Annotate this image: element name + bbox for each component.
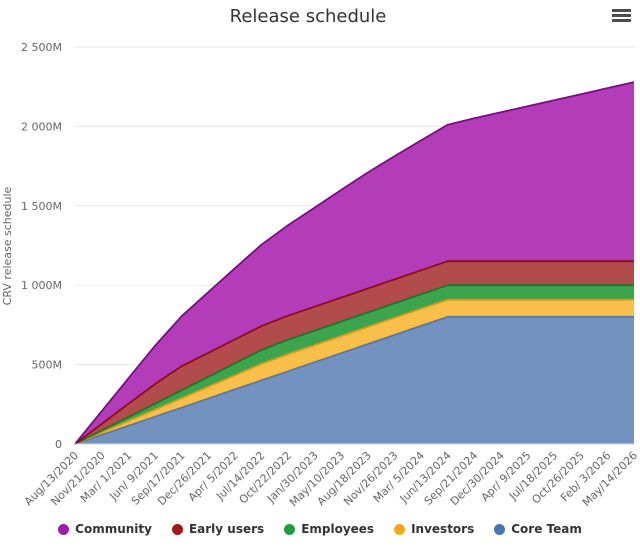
line-community bbox=[74, 81, 635, 445]
hamburger-icon bbox=[612, 9, 631, 22]
legend-item-investors[interactable]: Investors bbox=[394, 522, 474, 536]
legend-label: Community bbox=[75, 522, 152, 536]
y-tick-label: 500M bbox=[32, 359, 63, 372]
chart-menu-button[interactable] bbox=[608, 5, 635, 26]
y-tick-label: 0 bbox=[55, 438, 62, 451]
y-tick-label: 2 500M bbox=[21, 41, 62, 54]
legend-item-core-team[interactable]: Core Team bbox=[494, 522, 582, 536]
core-team-series-marker-icon bbox=[494, 523, 506, 535]
series-areas bbox=[75, 82, 634, 444]
legend-label: Investors bbox=[411, 522, 475, 536]
area-early-users[interactable] bbox=[75, 261, 634, 444]
y-tick-label: 1 500M bbox=[21, 200, 62, 213]
y-axis-title: CRV release schedule bbox=[1, 186, 14, 305]
y-tick-label: 1 000M bbox=[21, 279, 62, 292]
chart-title: Release schedule bbox=[230, 6, 387, 27]
community-series-marker-icon bbox=[58, 523, 70, 535]
line-investors bbox=[74, 298, 634, 445]
area-core-team[interactable] bbox=[75, 316, 634, 444]
line-early-users bbox=[74, 260, 634, 445]
legend-item-community[interactable]: Community bbox=[58, 522, 152, 536]
line-employees bbox=[74, 284, 634, 445]
y-tick-label: 2 000M bbox=[21, 120, 62, 133]
area-investors[interactable] bbox=[75, 299, 634, 444]
area-community[interactable] bbox=[75, 82, 634, 444]
legend-item-early-users[interactable]: Early users bbox=[171, 522, 265, 536]
chart-legend: Community Early users Employees Investor… bbox=[0, 522, 640, 536]
investors-series-marker-icon bbox=[394, 523, 406, 535]
legend-item-employees[interactable]: Employees bbox=[284, 522, 374, 536]
series-lines bbox=[74, 81, 635, 445]
legend-label: Early users bbox=[188, 522, 265, 536]
line-core-team bbox=[74, 315, 634, 445]
y-axis-labels: 0 500M 1 000M 1 500M 2 000M 2 500M bbox=[21, 41, 62, 451]
legend-label: Core Team bbox=[511, 522, 582, 536]
early-users-series-marker-icon bbox=[171, 523, 183, 535]
legend-label: Employees bbox=[301, 522, 375, 536]
employees-series-marker-icon bbox=[284, 523, 296, 535]
